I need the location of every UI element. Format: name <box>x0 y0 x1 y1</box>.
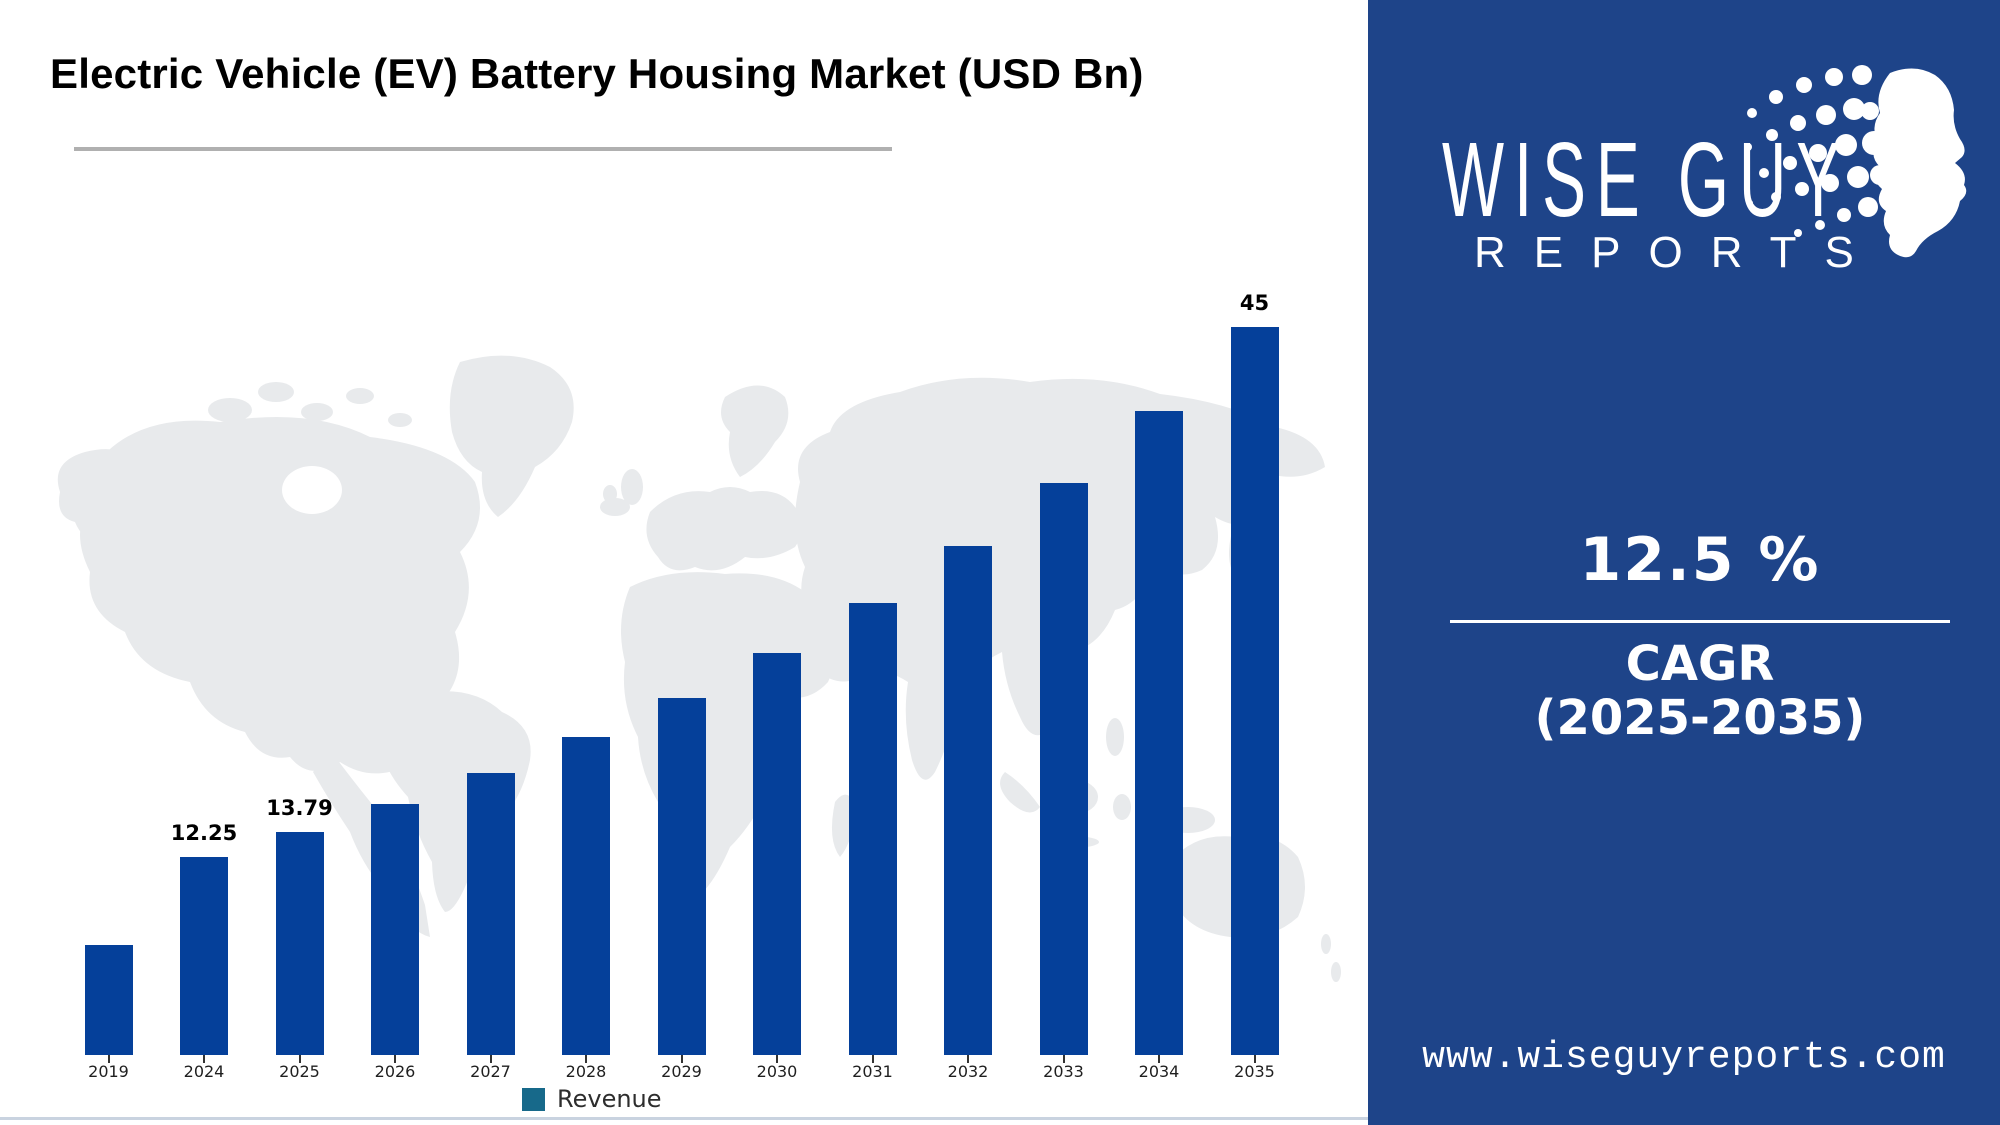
bar-2030 <box>753 653 801 1055</box>
legend-marker-revenue <box>522 1087 545 1111</box>
x-axis-label-2032: 2032 <box>947 1062 989 1081</box>
legend: Revenue <box>522 1085 662 1113</box>
bar-2028 <box>562 737 610 1055</box>
x-axis-label-2034: 2034 <box>1138 1062 1180 1081</box>
chart-panel: Electric Vehicle (EV) Battery Housing Ma… <box>0 50 1368 1120</box>
cagr-period: (2025-2035) <box>1534 690 1866 746</box>
bar-2029 <box>657 698 706 1055</box>
bar-2027 <box>466 773 515 1055</box>
cagr-label: CAGR <box>1625 636 1775 692</box>
x-axis-tick-2031 <box>871 1055 874 1063</box>
bar-2026 <box>371 804 419 1055</box>
x-axis-label-2028: 2028 <box>565 1062 607 1081</box>
bar-2024 <box>180 857 228 1055</box>
bar-chart: 2019 12.25 2024 13.79 2025 2026 2027 2028 2029 20… <box>84 291 1279 1081</box>
x-axis-label-2024: 2024 <box>183 1062 225 1081</box>
title-underline <box>74 147 892 151</box>
x-axis-label-2025: 2025 <box>279 1062 320 1081</box>
bar-2032 <box>944 546 992 1055</box>
bar-2035 <box>1230 327 1279 1055</box>
brand-subtitle: REPORTS <box>1474 228 1882 277</box>
x-axis-tick-2026 <box>394 1055 396 1063</box>
x-axis-tick-2029 <box>680 1055 683 1063</box>
bar-2025 <box>275 832 324 1055</box>
x-axis-label-2030: 2030 <box>756 1062 798 1081</box>
x-axis-tick-2028 <box>585 1055 587 1063</box>
x-axis-label-2026: 2026 <box>374 1062 416 1081</box>
bar-value-label-2035: 45 <box>1239 291 1270 315</box>
bar-2031 <box>848 603 897 1055</box>
x-axis-tick-2027 <box>489 1055 492 1063</box>
x-axis-tick-2030 <box>776 1055 778 1063</box>
page-title: Electric Vehicle (EV) Battery Housing Ma… <box>50 50 1144 97</box>
x-axis-label-2033: 2033 <box>1043 1062 1084 1081</box>
x-axis-tick-2025 <box>298 1055 301 1063</box>
x-axis-label-2027: 2027 <box>470 1062 511 1081</box>
x-axis-tick-2035 <box>1253 1055 1256 1063</box>
x-axis-label-2035: 2035 <box>1234 1062 1275 1081</box>
cagr-block: 12.5 % CAGR (2025-2035) <box>1450 518 1950 745</box>
bar-value-label-2024: 12.25 <box>170 821 238 845</box>
x-axis-tick-2034 <box>1158 1055 1160 1063</box>
bar-value-label-2025: 13.79 <box>266 796 333 820</box>
x-axis-tick-2019 <box>107 1055 110 1063</box>
x-axis-label-2029: 2029 <box>661 1062 702 1081</box>
bottom-divider <box>0 1117 1368 1120</box>
x-axis-tick-2024 <box>203 1055 205 1063</box>
bar-2033 <box>1039 483 1088 1055</box>
website-url[interactable]: www.wiseguyreports.com <box>1422 1036 1946 1079</box>
cagr-value: 12.5 % <box>1579 525 1821 595</box>
x-axis-tick-2032 <box>967 1055 969 1063</box>
dot-head-icon <box>1744 65 1967 258</box>
x-axis-tick-2033 <box>1062 1055 1065 1063</box>
legend-label-revenue: Revenue <box>557 1085 662 1113</box>
bar-2019 <box>84 945 133 1055</box>
cagr-divider <box>1450 620 1950 623</box>
x-axis-label-2031: 2031 <box>852 1062 893 1081</box>
brand-panel: WISE GUY REPORTS <box>1368 0 2000 1125</box>
x-axis-label-2019: 2019 <box>88 1062 129 1081</box>
bar-2034 <box>1135 411 1183 1055</box>
